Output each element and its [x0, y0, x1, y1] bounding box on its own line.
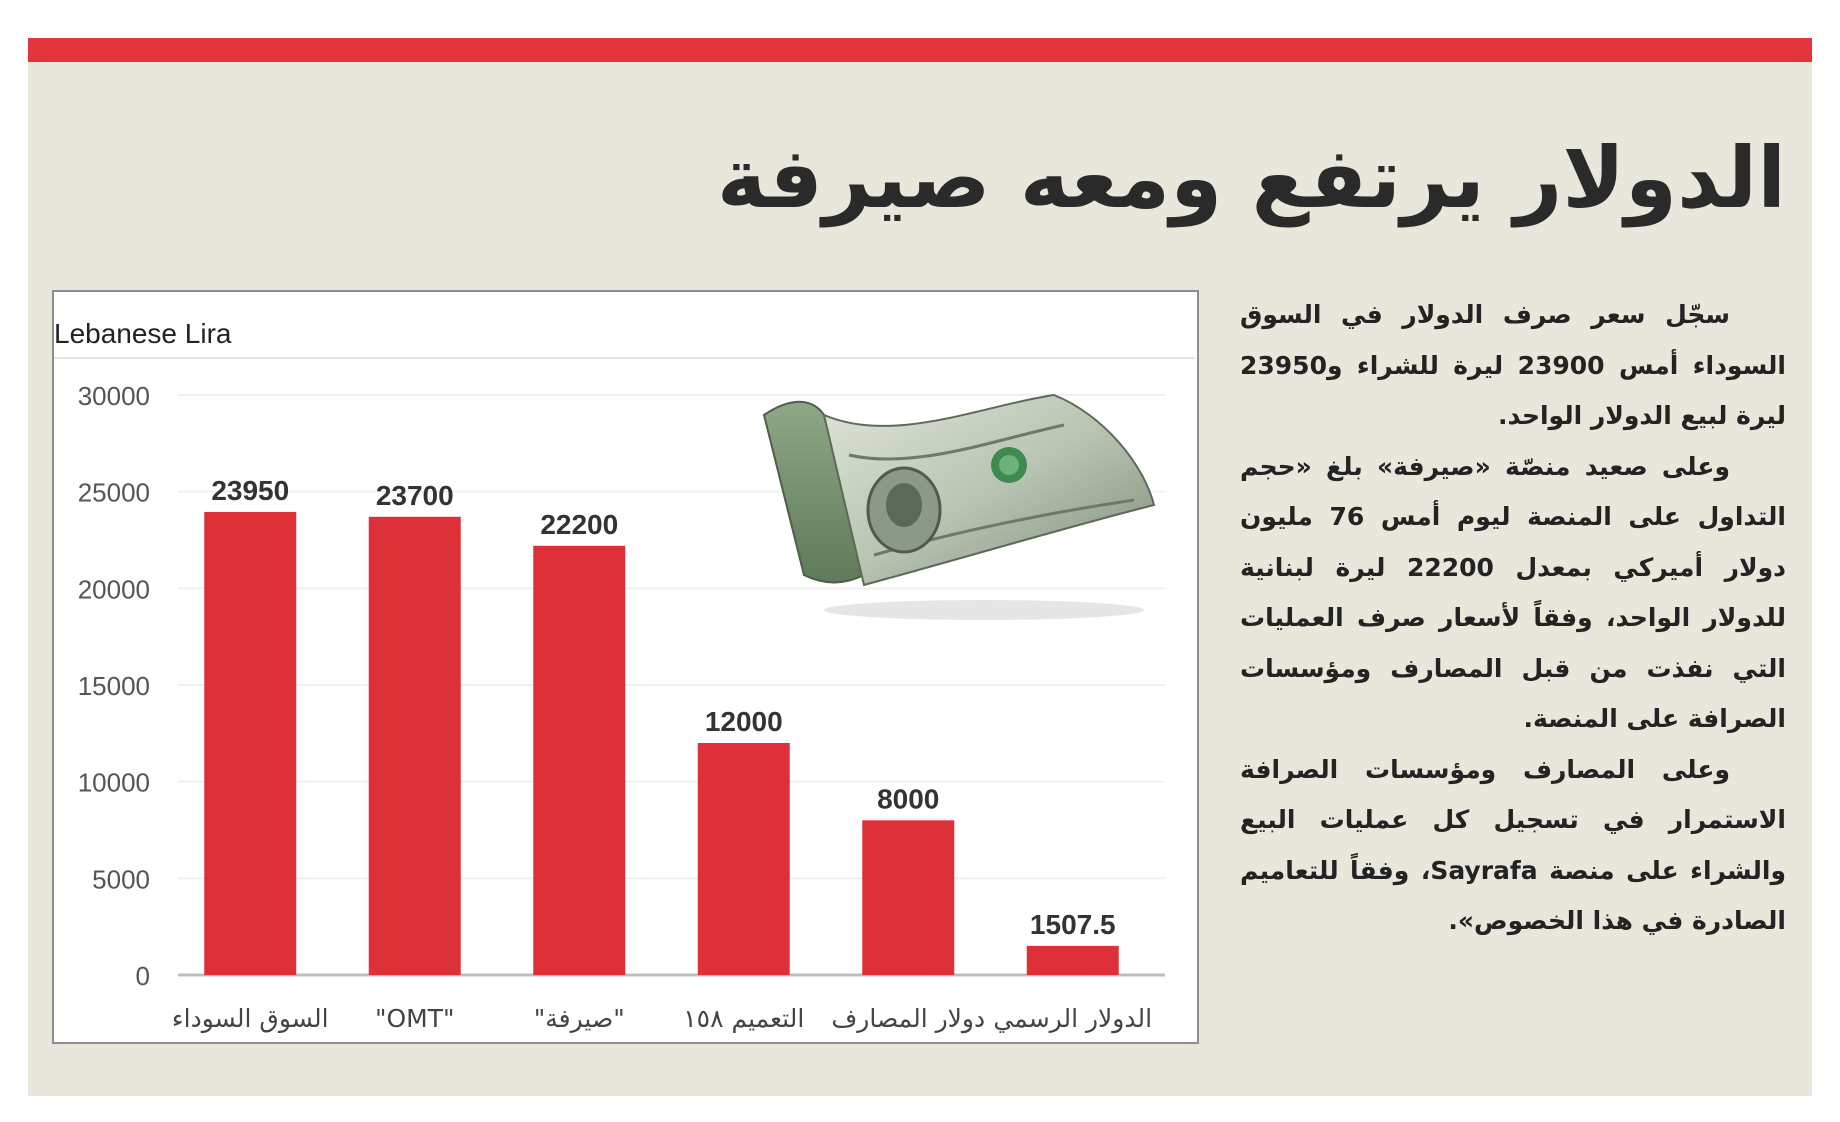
article-paragraph-2: وعلى صعيد منصّة «صيرفة» بلغ «حجم التداول… — [1240, 451, 1787, 734]
bar-value-label: 23950 — [211, 475, 289, 506]
bar — [1026, 945, 1119, 975]
headline: الدولار يرتفع ومعه صيرفة — [716, 129, 1786, 227]
top-accent-bar — [28, 38, 1812, 62]
article-body: سجّل سعر صرف الدولار في السوق السوداء أم… — [1240, 290, 1786, 947]
article-paragraph-1: سجّل سعر صرف الدولار في السوق السوداء أم… — [1240, 300, 1786, 430]
bar — [862, 820, 955, 975]
x-category-label: السوق السوداء — [172, 1004, 329, 1033]
x-category-label: دولار المصارف — [831, 1004, 985, 1034]
x-category-label: الدولار الرسمي — [993, 1004, 1152, 1034]
article-paragraph-3: وعلى المصارف ومؤسسات الصرافة الاستمرار ف… — [1240, 754, 1786, 936]
y-tick-label: 20000 — [78, 574, 150, 604]
bar — [204, 511, 297, 975]
y-tick-label: 15000 — [78, 671, 150, 701]
y-tick-label: 30000 — [78, 381, 150, 411]
bar-value-label: 22200 — [540, 509, 618, 540]
y-tick-label: 10000 — [78, 768, 150, 798]
bar-value-label: 1507.5 — [1030, 909, 1116, 940]
bar-value-label: 8000 — [877, 783, 939, 814]
bar-value-label: 12000 — [705, 706, 783, 737]
x-category-label: "صيرفة" — [534, 1004, 625, 1033]
dollar-bill-illustration — [762, 393, 1156, 620]
y-tick-label: 25000 — [78, 478, 150, 508]
bar — [368, 516, 461, 975]
bar — [533, 545, 626, 975]
bar-value-label: 23700 — [376, 480, 454, 511]
bar — [697, 743, 790, 975]
y-tick-label: 5000 — [92, 864, 150, 894]
x-category-label: "OMT" — [375, 1004, 455, 1033]
chart-title: Lebanese Lira — [54, 318, 232, 349]
y-tick-label: 0 — [136, 961, 150, 991]
x-category-label: التعميم ١٥٨ — [683, 1004, 804, 1034]
